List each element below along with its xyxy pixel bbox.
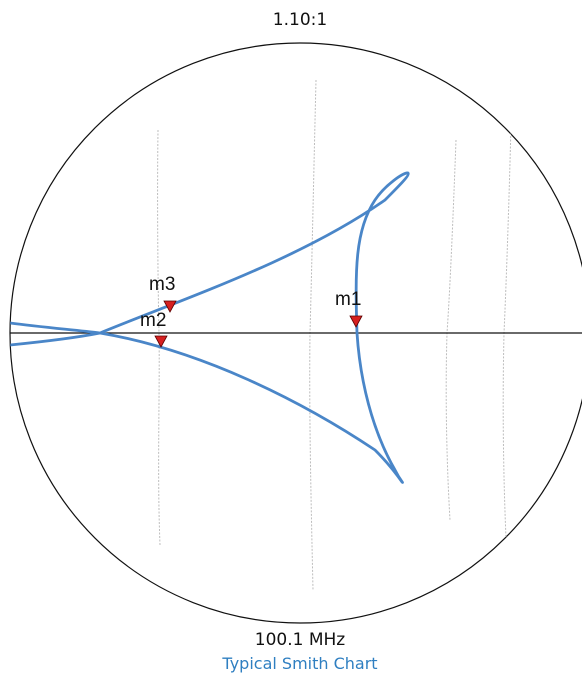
marker-m2-label: m2: [140, 310, 166, 331]
marker-m3-label: m3: [149, 274, 175, 295]
frequency-readout: 100.1 MHz: [254, 630, 346, 650]
trace: [10, 171, 410, 484]
trace-line: [10, 171, 410, 484]
markers: m1 m2 m3: [140, 274, 363, 348]
marker-m2[interactable]: [154, 335, 168, 348]
marker-m1-label: m1: [335, 289, 361, 310]
marker-m1[interactable]: [349, 315, 363, 328]
swr-readout: 1.10:1: [272, 10, 328, 30]
smith-chart: m1 m2 m3: [9, 42, 582, 624]
chart-caption: Typical Smith Chart: [222, 654, 378, 673]
marker-m3[interactable]: [163, 300, 177, 313]
